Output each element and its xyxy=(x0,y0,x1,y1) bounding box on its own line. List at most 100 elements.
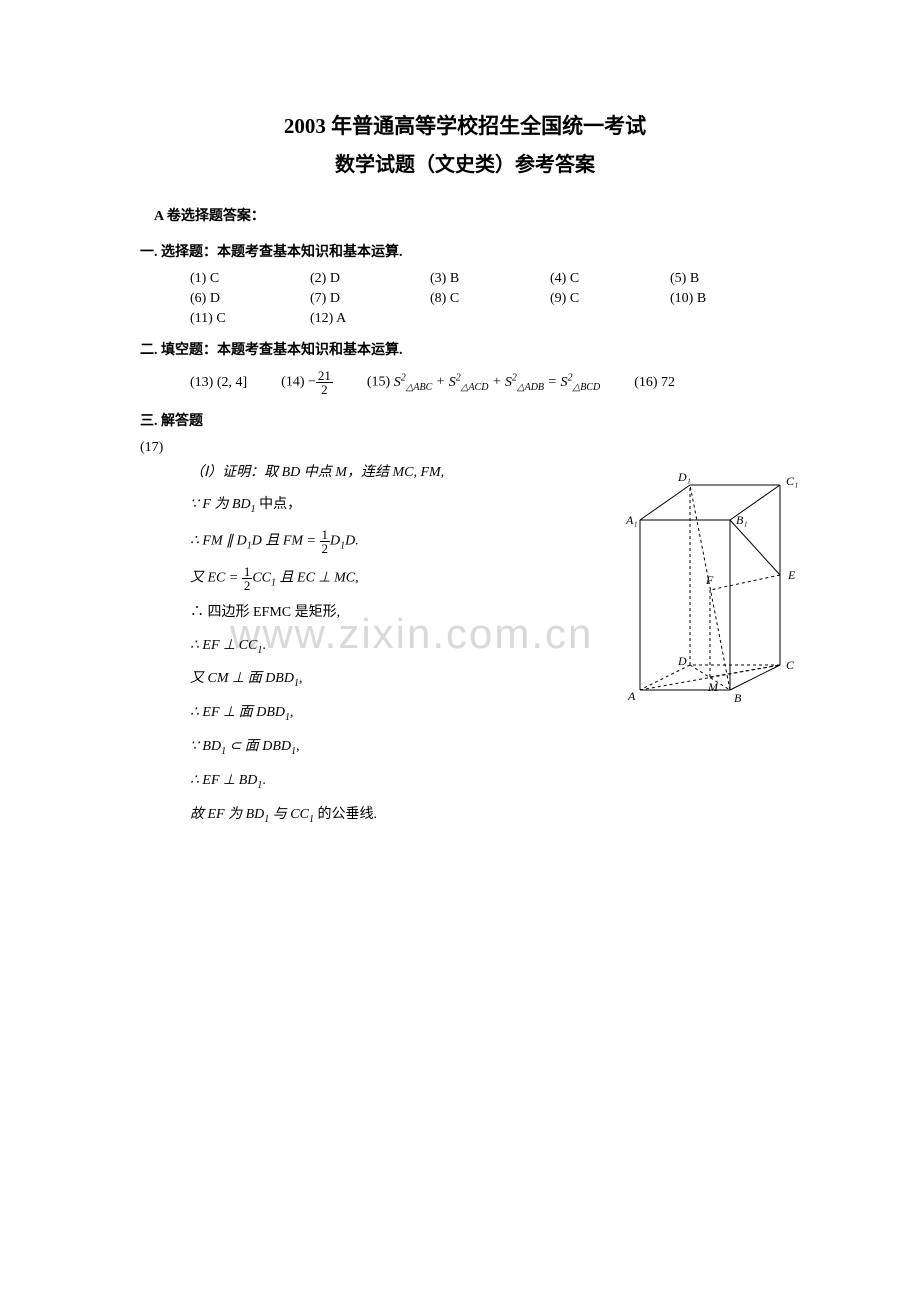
mc-num: (11) xyxy=(190,311,213,326)
sym: S xyxy=(561,375,568,390)
line-text: ⊂ 面 DBD xyxy=(226,739,291,754)
line-text: 的公垂线. xyxy=(314,807,377,822)
proof-line: ∵ F 为 BD1 中点， xyxy=(190,494,790,518)
mc-num: (12) xyxy=(310,311,333,326)
mc-cell: (12) A xyxy=(310,311,430,327)
fill-label: (13) xyxy=(190,375,213,390)
fill-label: (14) xyxy=(281,375,304,390)
line-text: ∵ BD xyxy=(190,739,221,754)
proof-line: 又 EC = 12CC1 且 EC ⊥ MC, xyxy=(190,565,790,592)
mc-num: (4) xyxy=(550,271,566,286)
mc-ans: A xyxy=(336,311,346,326)
fraction: 12 xyxy=(320,528,331,555)
frac-den: 2 xyxy=(320,542,331,555)
mc-num: (5) xyxy=(670,271,686,286)
mc-ans: D xyxy=(330,291,340,306)
line-text: ∴ 四边形 EFMC 是矩形, xyxy=(190,605,340,620)
mc-num: (6) xyxy=(190,291,206,306)
line-text: . xyxy=(262,638,266,653)
mc-ans: D xyxy=(330,271,340,286)
mc-cell: (6) D xyxy=(190,291,310,307)
title-line2: 数学试题（文史类）参考答案 xyxy=(140,148,790,177)
proof-line: ∴ EF ⊥ BD1. xyxy=(190,770,790,794)
section2-heading: 二. 填空题：本题考查基本知识和基本运算. xyxy=(140,339,790,359)
fraction: 212 xyxy=(316,369,333,396)
proof-line: ∴ 四边形 EFMC 是矩形, xyxy=(190,602,790,624)
q15-term: S2△ABC xyxy=(394,375,433,390)
proof-line: 又 CM ⊥ 面 DBD1, xyxy=(190,668,790,692)
mc-num: (1) xyxy=(190,271,206,286)
mc-ans: B xyxy=(697,291,706,306)
sym: S xyxy=(394,375,401,390)
frac-num: 1 xyxy=(320,528,331,542)
paper-variant-label: A 卷选择题答案： xyxy=(154,205,790,225)
op: + xyxy=(488,375,504,390)
mc-ans: B xyxy=(690,271,699,286)
mc-num: (7) xyxy=(310,291,326,306)
question-17: (17) （Ⅰ）证明：取 BD 中点 M，连结 MC, FM, ∵ F 为 BD… xyxy=(140,440,790,827)
fill-label: (15) xyxy=(367,375,390,390)
line-text: 且 EC ⊥ MC, xyxy=(276,571,359,586)
frac-num: 21 xyxy=(316,369,333,383)
line-text: D xyxy=(330,534,340,549)
mc-ans: D xyxy=(210,291,220,306)
q15-term: S2△BCD xyxy=(561,375,601,390)
line-text: 故 EF 为 BD xyxy=(190,807,264,822)
fraction: 12 xyxy=(242,565,253,592)
proof-line: ∵ BD1 ⊂ 面 DBD1, xyxy=(190,736,790,760)
fill-q13: (13) (2, 4] xyxy=(190,375,247,391)
mc-cell: (5) B xyxy=(670,271,790,287)
frac-num: 1 xyxy=(242,565,253,579)
proof-line: ∴ EF ⊥ CC1. xyxy=(190,635,790,659)
sym: S xyxy=(449,375,456,390)
proof-line: ∴ FM ∥ D1D 且 FM = 12D1D. xyxy=(190,528,790,555)
mc-row: (11) C (12) A xyxy=(190,311,790,327)
mc-ans: C xyxy=(210,271,219,286)
q17-number: (17) xyxy=(140,440,790,456)
fill-q16: (16) 72 xyxy=(634,375,675,391)
line-text: 又 CM ⊥ 面 DBD xyxy=(190,671,294,686)
line-text: , xyxy=(290,705,294,720)
line-text: 又 EC = xyxy=(190,571,242,586)
sub: △ADB xyxy=(517,382,544,393)
fill-ans: (2, 4] xyxy=(217,375,247,390)
frac-den: 2 xyxy=(316,383,333,396)
mc-cell: (9) C xyxy=(550,291,670,307)
line-text: ∵ F 为 BD xyxy=(190,497,251,512)
line-text: D 且 FM = xyxy=(252,534,320,549)
sub: △BCD xyxy=(573,382,601,393)
mc-num: (8) xyxy=(430,291,446,306)
sym: S xyxy=(505,375,512,390)
mc-cell: (8) C xyxy=(430,291,550,307)
fill-q15: (15) S2△ABC + S2△ACD + S2△ADB = S2△BCD xyxy=(367,372,600,392)
mc-ans: C xyxy=(570,271,579,286)
mc-num: (3) xyxy=(430,271,446,286)
proof-line: 故 EF 为 BD1 与 CC1 的公垂线. xyxy=(190,804,790,828)
sub: △ACD xyxy=(461,382,489,393)
mc-cell: (11) C xyxy=(190,311,310,327)
mc-ans: B xyxy=(450,271,459,286)
fill-q14: (14) −212 xyxy=(281,369,333,396)
mc-ans: C xyxy=(570,291,579,306)
line-text: , xyxy=(296,739,300,754)
neg-sign: − xyxy=(308,375,316,390)
line-text: 与 CC xyxy=(269,807,309,822)
fill-ans: 72 xyxy=(661,375,675,390)
fill-row: (13) (2, 4] (14) −212 (15) S2△ABC + S2△A… xyxy=(190,369,790,396)
title-line1: 2003 年普通高等学校招生全国统一考试 xyxy=(140,110,790,140)
mc-num: (9) xyxy=(550,291,566,306)
line-text: ∴ EF ⊥ 面 DBD xyxy=(190,705,285,720)
q15-term: S2△ADB xyxy=(505,375,544,390)
proof-line: （Ⅰ）证明：取 BD 中点 M，连结 MC, FM, xyxy=(190,462,790,484)
q15-term: S2△ACD xyxy=(449,375,489,390)
line-text: D. xyxy=(345,534,359,549)
line-text: ∴ EF ⊥ CC xyxy=(190,638,257,653)
mc-num: (10) xyxy=(670,291,693,306)
mc-row: (1) C (2) D (3) B (4) C (5) B xyxy=(190,271,790,287)
mc-cell: (1) C xyxy=(190,271,310,287)
fill-label: (16) xyxy=(634,375,657,390)
mc-cell: (7) D xyxy=(310,291,430,307)
mc-cell: (2) D xyxy=(310,271,430,287)
mc-cell: (10) B xyxy=(670,291,790,307)
section3-heading: 三. 解答题 xyxy=(140,410,790,430)
